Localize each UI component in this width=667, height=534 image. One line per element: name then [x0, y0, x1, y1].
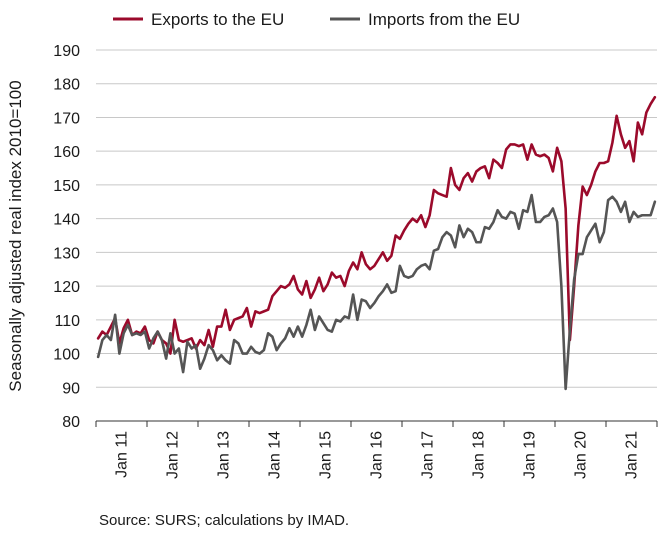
gridlines	[96, 49, 657, 422]
y-tick-150: 150	[53, 178, 80, 195]
y-axis-title: Seasonally adjusted real index 2010=100	[6, 80, 25, 391]
legend: Exports to the EU Imports from the EU	[113, 10, 520, 29]
x-tick-jan-13: Jan 13	[216, 431, 233, 479]
legend-label-exports: Exports to the EU	[151, 10, 284, 29]
x-tick-jan-16: Jan 16	[369, 431, 386, 479]
x-tick-jan-15: Jan 15	[318, 431, 335, 479]
y-tick-100: 100	[53, 347, 80, 364]
y-tick-190: 190	[53, 43, 80, 60]
y-tick-90: 90	[62, 380, 80, 397]
series-line-imports	[96, 193, 657, 391]
x-tick-jan-12: Jan 12	[165, 431, 182, 479]
source-note: Source: SURS; calculations by IMAD.	[99, 512, 349, 529]
y-tick-130: 130	[53, 245, 80, 262]
series-line-exports	[96, 95, 657, 355]
y-tick-180: 180	[53, 77, 80, 94]
x-tick-jan-21: Jan 21	[624, 431, 641, 479]
x-tick-jan-20: Jan 20	[573, 431, 590, 479]
x-tick-jan-14: Jan 14	[267, 431, 284, 479]
x-tick-jan-17: Jan 17	[420, 431, 437, 479]
y-tick-170: 170	[53, 110, 80, 127]
y-tick-80: 80	[62, 414, 80, 431]
y-tick-110: 110	[54, 313, 80, 330]
x-tick-jan-18: Jan 18	[471, 431, 488, 479]
y-tick-140: 140	[53, 212, 80, 229]
x-tick-jan-11: Jan 11	[114, 431, 131, 478]
legend-label-imports: Imports from the EU	[368, 10, 520, 29]
y-tick-labels: 80 90 100 110 120 130 140 150 160 170 180 190	[53, 43, 80, 431]
y-tick-160: 160	[53, 144, 80, 161]
x-tick-jan-19: Jan 19	[522, 431, 539, 479]
y-tick-120: 120	[53, 279, 80, 296]
series-lines	[96, 95, 657, 391]
x-tick-labels: Jan 11 Jan 12 Jan 13 Jan 14 Jan 15 Jan 16 Jan …	[114, 431, 641, 479]
x-axis	[95, 420, 658, 427]
